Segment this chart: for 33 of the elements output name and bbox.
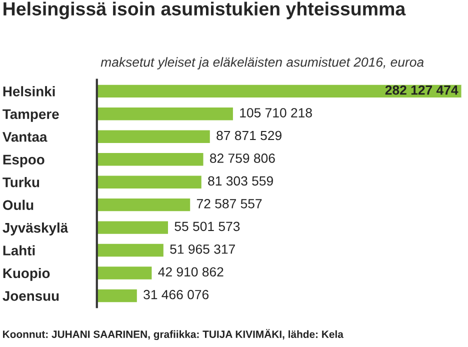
data-label: 82 759 806 [210, 154, 275, 163]
bar [96, 83, 462, 99]
bar [96, 265, 154, 281]
bar [96, 288, 138, 304]
data-label: 31 466 076 [144, 290, 209, 300]
data-label: 51 965 317 [170, 244, 235, 254]
y-tick-label: Vantaa [2, 132, 48, 142]
data-label: 282 127 474 [385, 85, 458, 95]
data-label: 72 587 557 [196, 199, 262, 208]
y-tick-label: Espoo [3, 154, 44, 168]
bar [96, 128, 212, 144]
data-label: 81 303 559 [208, 176, 273, 186]
data-label: 105 710 218 [240, 108, 312, 118]
y-tick-label: Tampere [2, 109, 59, 122]
y-tick-label: Jyväskylä [2, 222, 68, 236]
chart-subtitle: maksetut yleiset ja eläkeläisten asumistuet 2016, euroa [100, 57, 424, 70]
bar [96, 152, 205, 168]
text: Koonnut: JUHANI SAARINEN, grafiikka: TUIJA KIVIMÄKI, lähde: Kela [3, 328, 344, 340]
data-label: 87 871 529 [216, 130, 282, 140]
bar [96, 242, 165, 258]
bar [96, 220, 170, 236]
y-tick-label: Lahti [3, 245, 35, 256]
y-tick-label: Helsinki [3, 86, 55, 96]
bar [96, 106, 234, 122]
bar [96, 174, 203, 190]
data-label: 42 910 862 [158, 267, 224, 277]
data-label: 55 501 573 [174, 222, 240, 232]
chart-title: Helsingissä isoin asumistukien yhteissumma [4, 2, 406, 20]
y-tick-label: Oulu [3, 200, 34, 210]
y-tick-label: Turku [2, 177, 40, 188]
y-tick-label: Joensuu [2, 291, 59, 301]
y-tick-label: Kuopio [3, 268, 50, 281]
bar [96, 197, 192, 213]
